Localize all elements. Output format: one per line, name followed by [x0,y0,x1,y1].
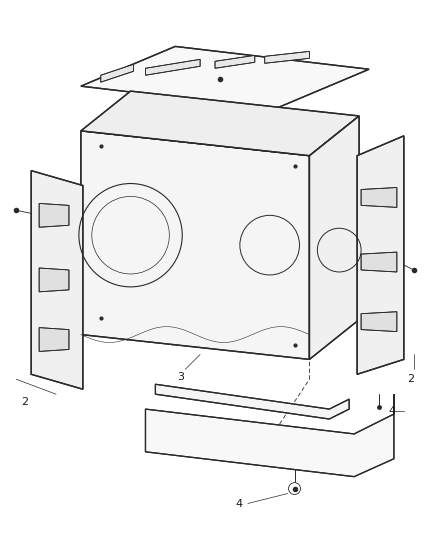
Polygon shape [265,51,309,63]
Polygon shape [361,188,397,207]
Polygon shape [39,268,69,292]
Polygon shape [361,252,397,272]
Polygon shape [357,136,404,374]
Polygon shape [39,328,69,351]
Text: 3: 3 [177,373,184,382]
Polygon shape [215,55,255,68]
Text: 4: 4 [389,406,396,416]
Polygon shape [39,204,69,227]
Polygon shape [31,171,83,389]
Polygon shape [145,59,200,75]
Text: 2: 2 [407,374,414,384]
Polygon shape [145,394,394,477]
Text: 2: 2 [21,397,28,407]
Polygon shape [309,116,359,359]
Polygon shape [81,131,309,359]
Text: 5: 5 [224,449,231,459]
Polygon shape [155,384,349,419]
Polygon shape [101,64,134,82]
Polygon shape [81,46,369,109]
Text: 1: 1 [334,118,341,128]
Polygon shape [81,91,359,156]
Text: 4: 4 [236,499,243,510]
Polygon shape [361,312,397,332]
